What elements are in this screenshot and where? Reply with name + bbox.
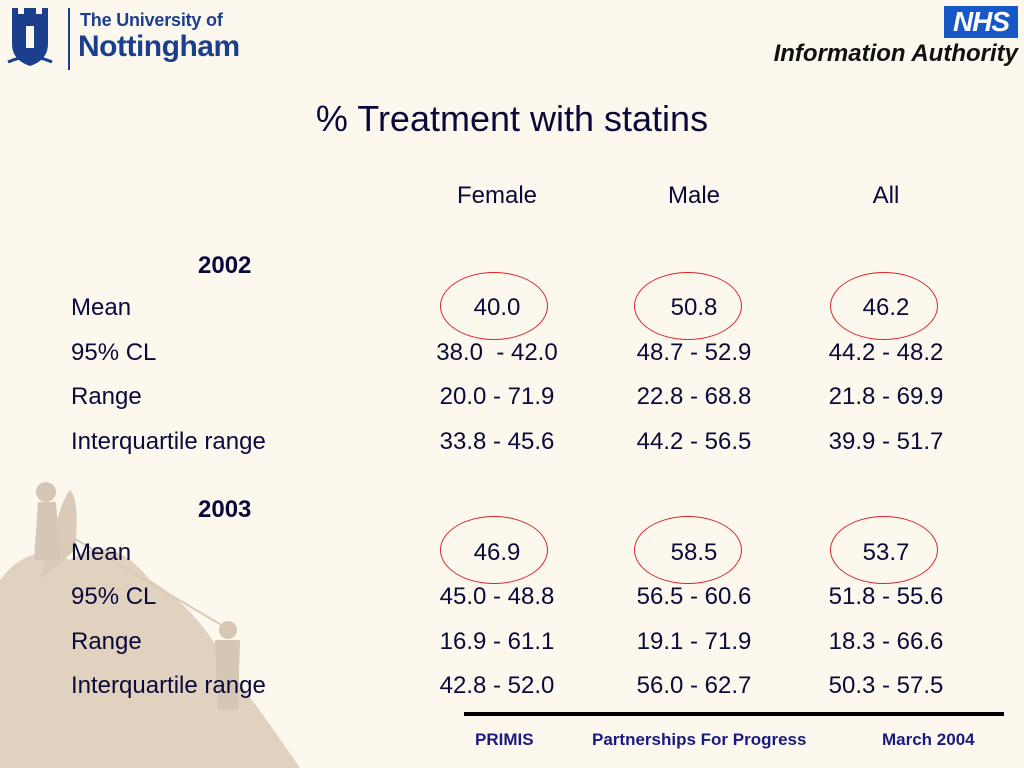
university-name-line1: The University of [80,10,223,30]
row-label: Range [71,383,142,410]
nhs-logo: NHS [944,6,1018,38]
column-header-male: Male [667,182,721,209]
footer-divider [464,712,1004,716]
table-cell: 38.0 - 42.0 [436,339,558,366]
highlight-circle [830,272,938,340]
table-cell: 18.3 - 66.6 [828,628,944,655]
table-cell: 50.3 - 57.5 [828,672,944,699]
slide-title: % Treatment with statins [315,98,709,139]
footer-date: March 2004 [882,730,975,749]
highlight-circle [634,272,742,340]
row-label: Range [71,628,142,655]
row-label: Interquartile range [71,428,266,455]
table-cell: 56.5 - 60.6 [636,583,752,610]
footer-tagline: Partnerships For Progress [592,730,807,749]
table-cell: 22.8 - 68.8 [636,383,752,410]
table-cell: 16.9 - 61.1 [439,628,555,655]
highlight-circle [440,516,548,584]
highlight-circle [830,516,938,584]
row-label: 95% CL [71,583,157,610]
nhs-logo-text: NHS [952,6,1010,37]
table-cell: 50.8 [670,294,718,321]
highlight-circle [634,516,742,584]
table-cell: 48.7 - 52.9 [636,339,752,366]
table-cell: 45.0 - 48.8 [439,583,555,610]
row-label: 95% CL [71,339,157,366]
table-cell: 44.2 - 48.2 [828,339,944,366]
table-cell: 46.9 [473,539,521,566]
table-cell: 58.5 [670,539,718,566]
column-header-female: Female [456,182,538,209]
table-cell: 53.7 [862,539,910,566]
row-label: Mean [71,539,132,566]
logo-divider [68,8,70,70]
table-cell: 33.8 - 45.6 [439,428,555,455]
table-cell: 46.2 [862,294,910,321]
row-label: Mean [71,294,132,321]
nhs-subtitle: Information Authority [773,40,1018,67]
table-cell: 19.1 - 71.9 [636,628,752,655]
university-logo: The University of Nottingham [6,4,240,70]
column-header-all: All [872,182,900,209]
table-cell: 56.0 - 62.7 [636,672,752,699]
table-cell: 20.0 - 71.9 [439,383,555,410]
table-cell: 44.2 - 56.5 [636,428,752,455]
section-year-2002: 2002 [198,252,252,279]
table-cell: 51.8 - 55.6 [828,583,944,610]
table-cell: 21.8 - 69.9 [828,383,944,410]
university-name-line2: Nottingham [78,30,240,63]
table-cell: 42.8 - 52.0 [439,672,555,699]
table-cell: 40.0 [473,294,521,321]
climber-background-image [0,482,300,768]
table-cell: 39.9 - 51.7 [828,428,944,455]
row-label: Interquartile range [71,672,266,699]
section-year-2003: 2003 [198,496,252,523]
highlight-circle [440,272,548,340]
footer-primis: PRIMIS [475,730,534,749]
castle-crest-icon [7,8,53,66]
